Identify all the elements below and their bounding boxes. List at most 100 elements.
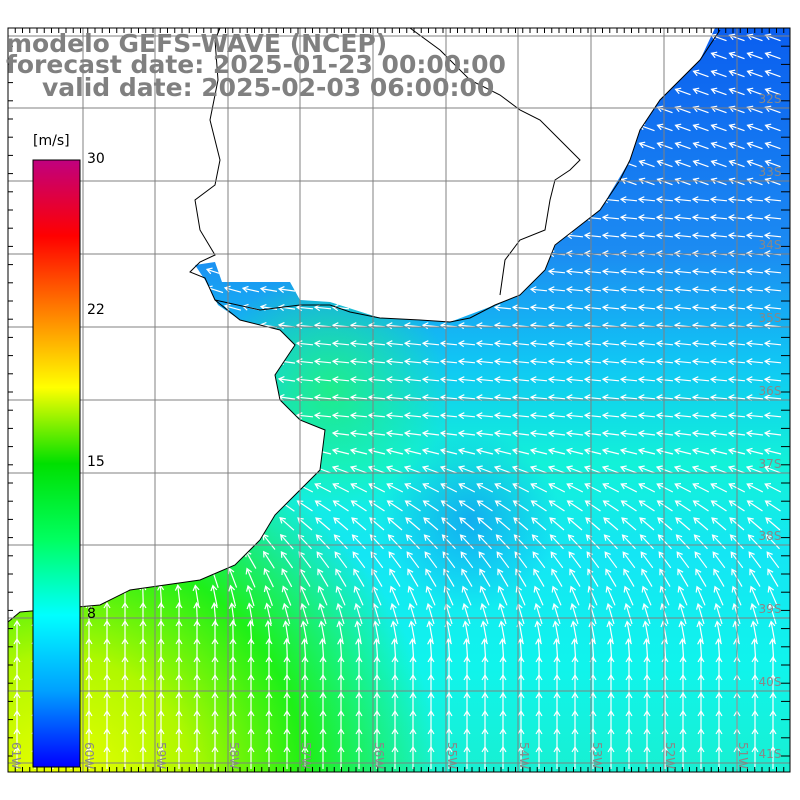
wind-arrow	[461, 585, 472, 606]
wind-arrow	[692, 483, 710, 493]
wind-arrow	[331, 430, 350, 438]
wind-arrow	[332, 483, 350, 493]
wind-arrow	[711, 534, 726, 550]
longitude-label: 53W	[590, 742, 604, 769]
wind-arrow	[619, 412, 638, 420]
wind-arrow	[265, 745, 273, 769]
wind-arrow	[746, 51, 763, 60]
wind-arrow	[619, 214, 638, 222]
longitude-label: 51W	[736, 742, 750, 769]
wind-arrow	[229, 745, 237, 769]
wind-arrow	[601, 214, 620, 222]
wind-arrow	[691, 447, 710, 455]
wind-arrow	[349, 412, 368, 420]
wind-arrow	[673, 304, 692, 312]
wind-arrow	[655, 447, 674, 455]
wind-arrow	[333, 534, 348, 550]
wind-arrow	[675, 534, 690, 550]
wind-arrow	[673, 268, 692, 276]
longitude-label: 60W	[82, 742, 96, 769]
wind-arrow	[477, 517, 493, 531]
wind-arrow	[746, 159, 763, 168]
latitude-label: 38S	[759, 529, 782, 543]
wind-arrow	[765, 534, 780, 550]
wind-arrow	[745, 268, 764, 276]
wind-arrow	[764, 177, 781, 186]
wind-arrow	[547, 304, 566, 312]
wind-arrow	[517, 745, 525, 769]
wind-arrow	[512, 483, 530, 493]
wind-arrow	[408, 602, 417, 625]
wind-arrow	[750, 602, 759, 625]
wind-arrow	[678, 620, 686, 643]
wind-arrow	[423, 534, 438, 550]
wind-arrow	[335, 585, 346, 606]
wind-arrow	[637, 340, 656, 348]
wind-arrow	[673, 376, 692, 384]
wind-arrow	[246, 602, 254, 625]
colorbar-unit: [m/s]	[33, 133, 70, 149]
longitude-label: 52W	[663, 742, 677, 769]
wind-arrow	[637, 376, 656, 384]
wind-arrow	[403, 340, 422, 348]
wind-arrow	[228, 584, 237, 607]
wind-arrow	[497, 568, 509, 587]
wind-arrow	[620, 177, 637, 186]
wind-arrow	[426, 602, 435, 625]
wind-arrow	[638, 177, 655, 186]
wind-arrow	[566, 500, 583, 512]
wind-arrow	[675, 517, 691, 531]
wind-arrow	[745, 340, 764, 348]
wind-arrow	[710, 500, 727, 512]
wind-arrow	[493, 465, 512, 474]
wind-arrow	[583, 286, 602, 294]
wind-arrow	[315, 534, 330, 550]
wind-arrow	[499, 745, 507, 769]
wind-arrow	[583, 447, 602, 455]
wind-arrow	[457, 376, 476, 384]
wind-arrow	[403, 430, 422, 438]
wind-arrow	[583, 304, 602, 312]
wind-arrow	[317, 585, 328, 606]
wind-arrow	[334, 551, 348, 569]
latitude-label: 35S	[759, 311, 782, 325]
longitude-label: 55W	[445, 742, 459, 769]
wind-arrow	[479, 568, 491, 587]
wind-arrow	[583, 340, 602, 348]
wind-arrow	[439, 358, 458, 366]
wind-arrow	[315, 517, 331, 531]
wind-arrow	[637, 465, 656, 474]
wind-arrow	[674, 483, 692, 493]
wind-arrow	[157, 745, 165, 769]
wind-arrow	[619, 340, 638, 348]
wind-arrow	[601, 465, 620, 474]
wind-arrow	[625, 745, 633, 769]
wind-arrow	[349, 465, 368, 474]
wind-arrow	[349, 340, 368, 348]
wind-arrow	[439, 465, 458, 474]
wind-arrow	[263, 585, 273, 606]
wind-arrow	[228, 602, 236, 625]
wind-arrow	[710, 51, 727, 60]
wind-arrow	[495, 517, 511, 531]
wind-arrow	[565, 376, 584, 384]
wind-arrow	[601, 412, 620, 420]
wind-arrow	[637, 412, 656, 420]
wind-arrow	[493, 358, 512, 366]
wind-arrow	[332, 500, 349, 512]
wind-arrow	[421, 340, 440, 348]
wind-arrow	[493, 340, 512, 348]
wind-arrow	[601, 447, 620, 455]
wind-arrow	[480, 602, 489, 625]
wind-arrow	[407, 585, 418, 606]
wind-arrow	[656, 483, 674, 493]
latitude-label: 36S	[759, 384, 782, 398]
wind-arrow	[318, 602, 327, 625]
wind-arrow	[460, 551, 474, 569]
wind-arrow	[457, 358, 476, 366]
wind-arrow	[659, 568, 671, 587]
wind-arrow	[655, 412, 674, 420]
wind-arrow	[673, 232, 692, 240]
wind-arrow	[475, 340, 494, 348]
wind-arrow	[655, 196, 674, 204]
